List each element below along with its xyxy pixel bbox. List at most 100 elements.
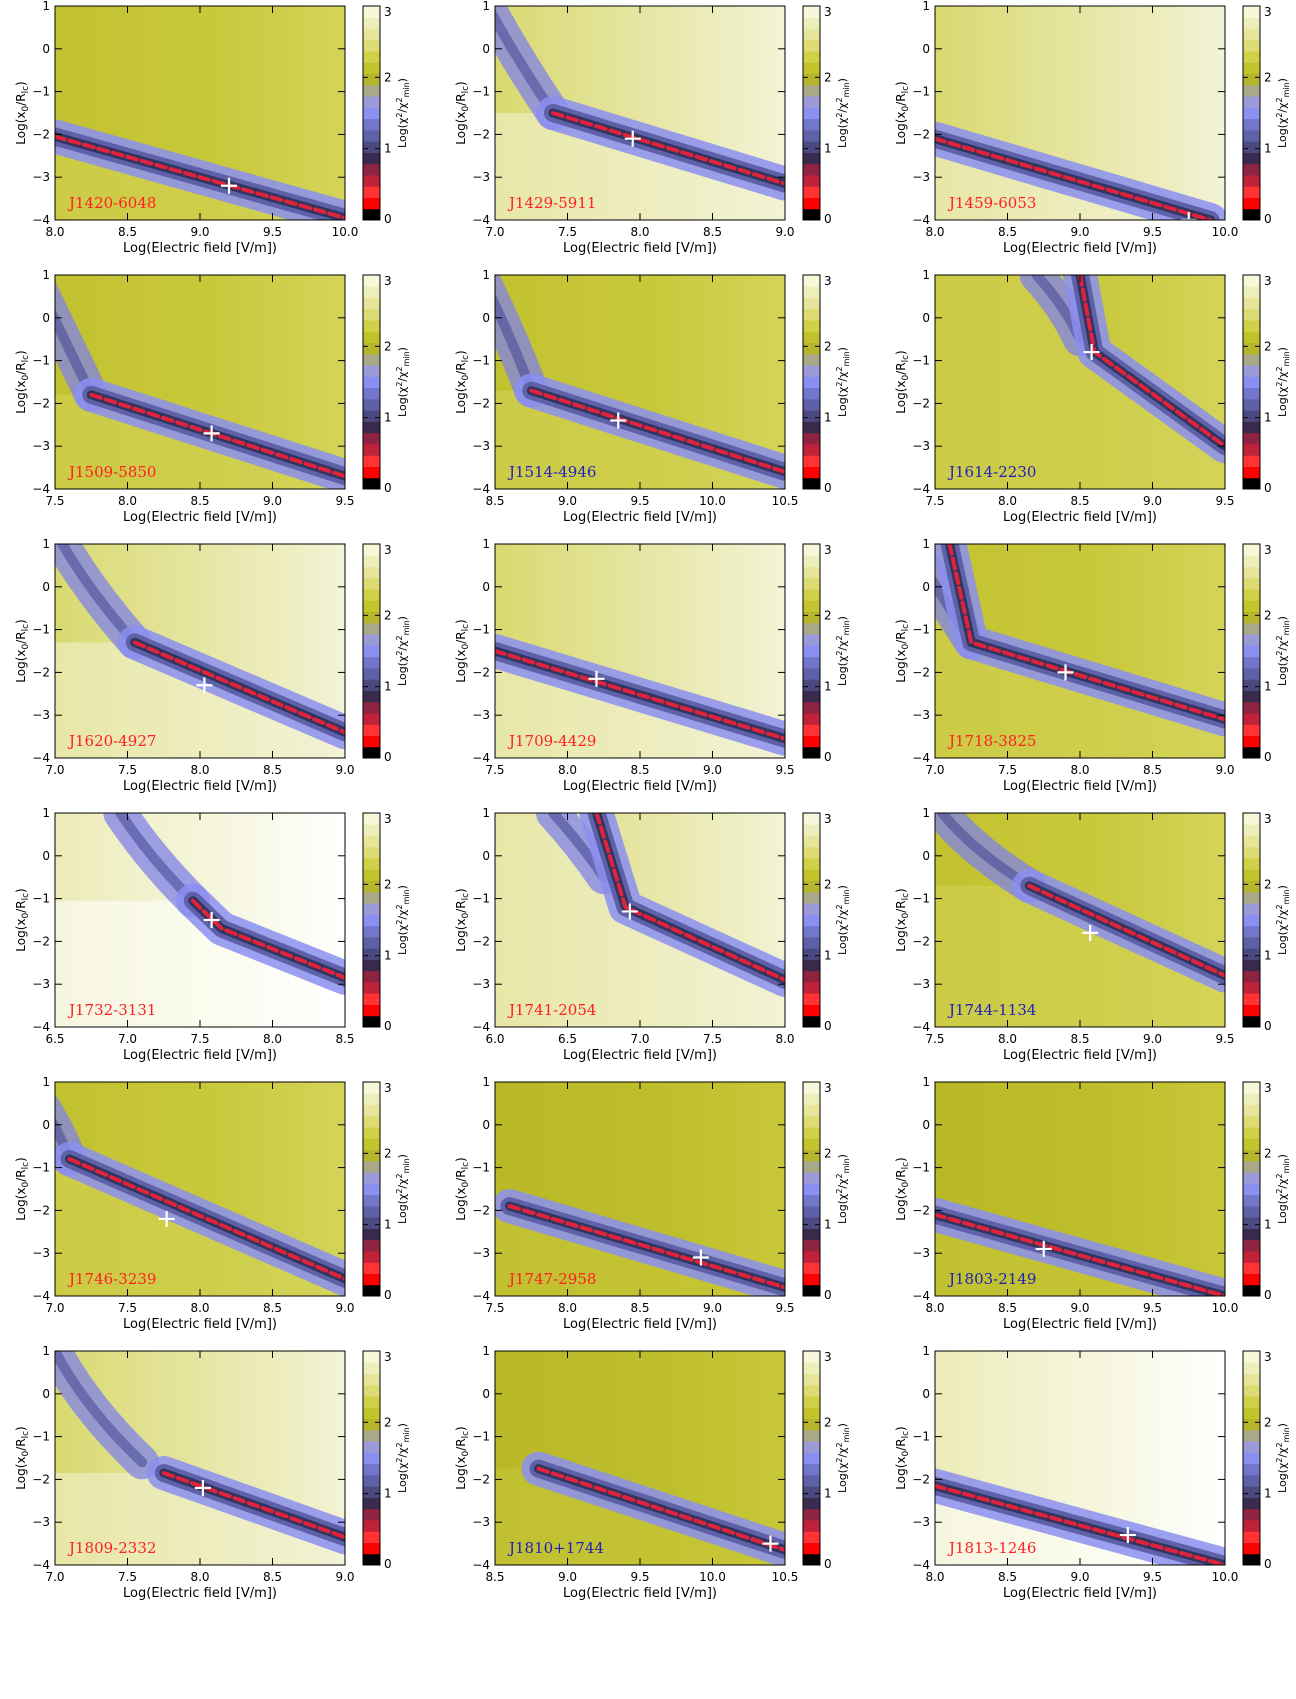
y-label-sub: lc (461, 624, 471, 632)
cb-label-part: ) (396, 1423, 409, 1427)
colorbar-segment (1243, 1194, 1260, 1207)
colorbar-segment (363, 1362, 380, 1375)
colorbar-tick-label: 2 (1264, 339, 1272, 353)
plot-area (495, 1082, 785, 1296)
colorbar-frame (362, 274, 381, 490)
y-tick-label: 1 (482, 1344, 490, 1358)
colorbar-label: Log(χ2/χ2min) (1275, 1423, 1291, 1493)
colorbar-segment (363, 690, 380, 703)
colorbar-tick-label: 1 (384, 1487, 392, 1501)
cb-label-part: /χ (836, 102, 849, 113)
y-label-sub: lc (461, 86, 471, 94)
valley-minimum (190, 898, 345, 980)
best-fit-marker (1082, 924, 1099, 941)
y-axis-label: Log(x0/Rlc) (894, 1157, 911, 1220)
valley-minimum (594, 813, 785, 982)
colorbar-label: Log(χ2/χ2min) (835, 1423, 851, 1493)
y-tick-label: −1 (912, 1430, 930, 1444)
y-tick-label: −3 (32, 1246, 50, 1260)
best-fit-marker (1035, 1240, 1052, 1257)
colorbar-segment (363, 936, 380, 949)
cb-label-part: /χ (396, 909, 409, 920)
cb-label-sub: min (402, 82, 411, 97)
colorbar-segment (1243, 1205, 1260, 1218)
cb-label-sub: min (1282, 351, 1291, 366)
colorbar-segment (363, 28, 380, 41)
colorbar-segment (1243, 1486, 1260, 1498)
y-label-part: /R (14, 1438, 28, 1450)
colorbar-segment (803, 858, 820, 870)
x-tick-label: 8.0 (190, 1570, 209, 1584)
lower-region (935, 275, 1225, 489)
cb-label-part: /χ (836, 640, 849, 651)
colorbar-segment (1243, 903, 1260, 915)
plot-area (495, 813, 785, 1027)
y-tick-label: 0 (42, 311, 50, 325)
y-label-part: /R (454, 631, 468, 643)
cb-label-part: ) (396, 347, 409, 351)
y-tick-label: 1 (922, 0, 930, 13)
colorbar-segment (803, 634, 820, 646)
y-tick-label: −2 (32, 934, 50, 948)
best-fit-marker (621, 903, 638, 920)
colorbar-segment (803, 1362, 820, 1375)
cb-label-part: ) (836, 78, 849, 82)
colorbar-frame (362, 1081, 381, 1297)
y-tick-label: −3 (472, 1515, 490, 1529)
x-tick-label: 9.0 (1143, 1032, 1162, 1046)
colorbar-segment (803, 869, 820, 882)
colorbar-segment (1243, 1519, 1260, 1532)
colorbar-segment (1243, 331, 1260, 344)
colorbar-segment (803, 51, 820, 63)
y-label-part: Log(x (14, 1457, 28, 1490)
colorbar-segment (363, 73, 380, 86)
y-tick-label: 1 (922, 1075, 930, 1089)
colorbar-segment (803, 925, 820, 938)
colorbar-segment (1243, 286, 1260, 299)
colorbar-segment (363, 555, 380, 568)
colorbar-tick-label: 3 (384, 1350, 392, 1364)
colorbar-segment (363, 186, 380, 198)
cb-label-sup: 2 (395, 904, 404, 909)
colorbar-tick-label: 0 (1264, 750, 1272, 764)
x-tick-label: 7.0 (925, 763, 944, 777)
colorbar-segment (1243, 948, 1260, 960)
colorbar-segment (1243, 813, 1260, 825)
colorbar-segment (803, 555, 820, 568)
cb-label-part: Log(χ (396, 1462, 409, 1493)
x-tick-label: 10.0 (699, 1570, 726, 1584)
y-tick-label: −1 (472, 85, 490, 99)
colorbar-segment (1243, 589, 1260, 601)
colorbar-segment (1243, 1497, 1260, 1510)
colorbar-segment (803, 1441, 820, 1453)
cb-label-part: /χ (396, 640, 409, 651)
cb-label-sup: 2 (395, 1458, 404, 1463)
colorbar-segment (803, 1373, 820, 1386)
colorbar-segment (1243, 1262, 1260, 1274)
cb-label-sup: 2 (835, 635, 844, 640)
colorbar-segment (803, 1228, 820, 1241)
y-label-part: Log(x (14, 650, 28, 683)
plot-area (55, 1082, 345, 1296)
colorbar-segment (1243, 891, 1260, 904)
cb-label-part: /χ (1276, 1447, 1289, 1458)
cb-label-sub: min (402, 889, 411, 904)
colorbar-segment (803, 17, 820, 30)
y-tick-label: 0 (482, 1387, 490, 1401)
lower-region (55, 900, 345, 1027)
colorbar-segment (363, 645, 380, 658)
colorbar-segment (803, 331, 820, 344)
y-tick-label: 1 (42, 0, 50, 13)
colorbar-segment (363, 858, 380, 870)
colorbar-tick-label: 1 (1264, 949, 1272, 963)
colorbar-segment (363, 1004, 380, 1017)
colorbar-tick-label: 0 (1264, 212, 1272, 226)
colorbar-segment (803, 970, 820, 983)
y-tick-label: 1 (482, 0, 490, 13)
colorbar-label: Log(χ2/χ2min) (835, 1154, 851, 1224)
y-label-part: ) (454, 619, 468, 624)
colorbar-tick-label: 0 (1264, 1288, 1272, 1302)
x-tick-label: 8.0 (998, 1032, 1017, 1046)
